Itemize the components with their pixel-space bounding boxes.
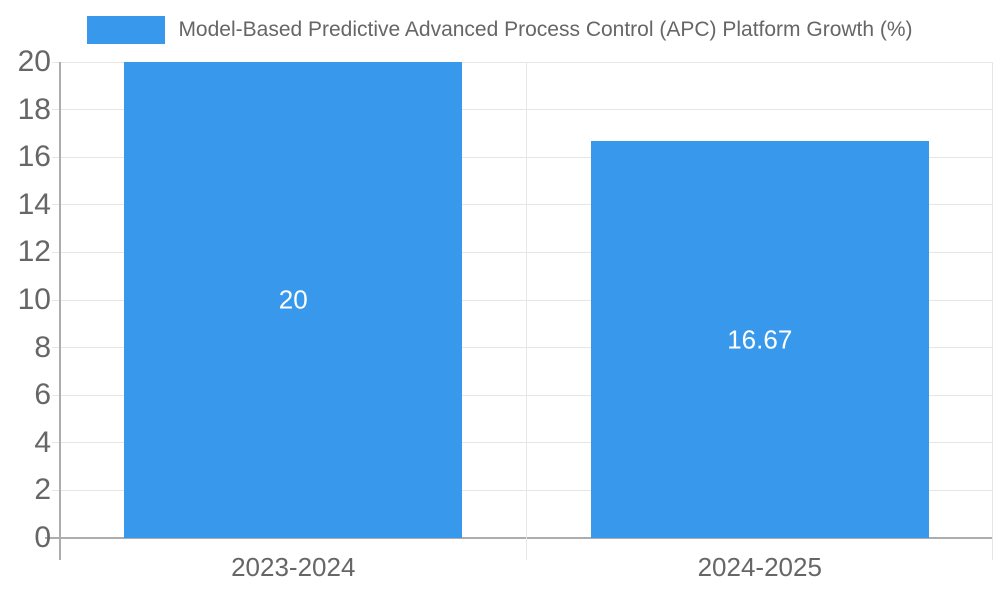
plot-area: 0 2 4 6 8 10 12 14 16 18 20 20 2023-2024 16.67 2024-20… <box>18 45 993 582</box>
legend[interactable]: Model-Based Predictive Advanced Process … <box>0 16 1000 44</box>
gridline <box>52 347 993 349</box>
gridline <box>52 394 993 396</box>
y-tick-label: 10 <box>17 283 51 316</box>
y-tick-label: 16 <box>17 140 51 174</box>
y-tick-label: 20 <box>17 45 51 78</box>
bar[interactable] <box>590 141 929 538</box>
y-tick-label: 4 <box>34 425 51 459</box>
y-tick-label: 6 <box>34 378 51 412</box>
y-tick-label: 2 <box>34 473 51 507</box>
y-tick-label: 14 <box>17 187 51 221</box>
x-tick-label: 2024-2025 <box>697 552 822 582</box>
y-tick-label: 8 <box>34 330 51 364</box>
gridline <box>52 251 993 253</box>
legend-label: Model-Based Predictive Advanced Process … <box>178 18 913 41</box>
bar-value-label: 16.67 <box>727 324 793 355</box>
x-axis-line <box>45 537 993 539</box>
gridline <box>52 299 993 301</box>
y-tick-label: 12 <box>17 235 51 269</box>
y-tick-label: 18 <box>17 92 51 126</box>
gridline <box>52 204 993 206</box>
legend-swatch <box>87 16 166 44</box>
gridline <box>52 442 993 444</box>
y-axis-line <box>59 62 61 560</box>
y-tick-label: 0 <box>34 521 51 554</box>
bar-value-label: 20 <box>278 284 308 315</box>
x-tick-label: 2023-2024 <box>231 552 356 582</box>
gridline <box>52 109 993 111</box>
gridline <box>52 489 993 491</box>
bar[interactable] <box>124 62 463 538</box>
category-separator <box>526 62 527 560</box>
plot-right-border <box>992 62 993 560</box>
gridline <box>52 156 993 158</box>
gridline <box>52 61 993 63</box>
